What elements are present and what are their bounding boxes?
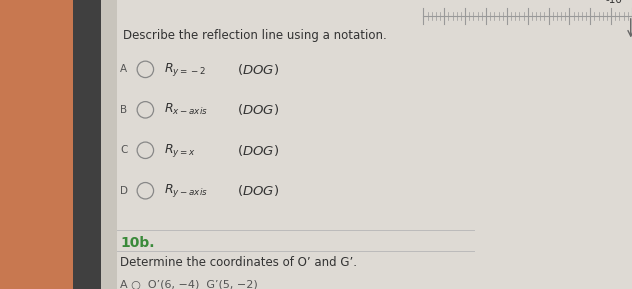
Text: Describe the reflection line using a notation.: Describe the reflection line using a not… — [123, 29, 387, 42]
Text: A: A — [120, 64, 127, 74]
Text: $(DOG)$: $(DOG)$ — [237, 62, 279, 77]
Text: -10: -10 — [605, 0, 623, 5]
Text: $(DOG)$: $(DOG)$ — [237, 143, 279, 158]
Text: $(DOG)$: $(DOG)$ — [237, 183, 279, 198]
Bar — [0, 0, 73, 289]
Text: $R_{y-axis}$: $R_{y-axis}$ — [164, 182, 209, 199]
Bar — [73, 0, 101, 289]
Bar — [117, 0, 632, 289]
Text: B: B — [120, 105, 127, 115]
Text: $(DOG)$: $(DOG)$ — [237, 102, 279, 117]
Text: Determine the coordinates of O’ and G’.: Determine the coordinates of O’ and G’. — [120, 256, 357, 269]
Text: $R_{y=x}$: $R_{y=x}$ — [164, 142, 196, 159]
Text: $R_{y=-2}$: $R_{y=-2}$ — [164, 61, 206, 78]
Text: A ○  O’(6, −4)  G’(5, −2): A ○ O’(6, −4) G’(5, −2) — [120, 279, 258, 289]
Text: $R_{x-axis}$: $R_{x-axis}$ — [164, 102, 209, 117]
Text: C: C — [120, 145, 128, 155]
Text: D: D — [120, 186, 128, 196]
Text: 10b.: 10b. — [120, 236, 155, 249]
